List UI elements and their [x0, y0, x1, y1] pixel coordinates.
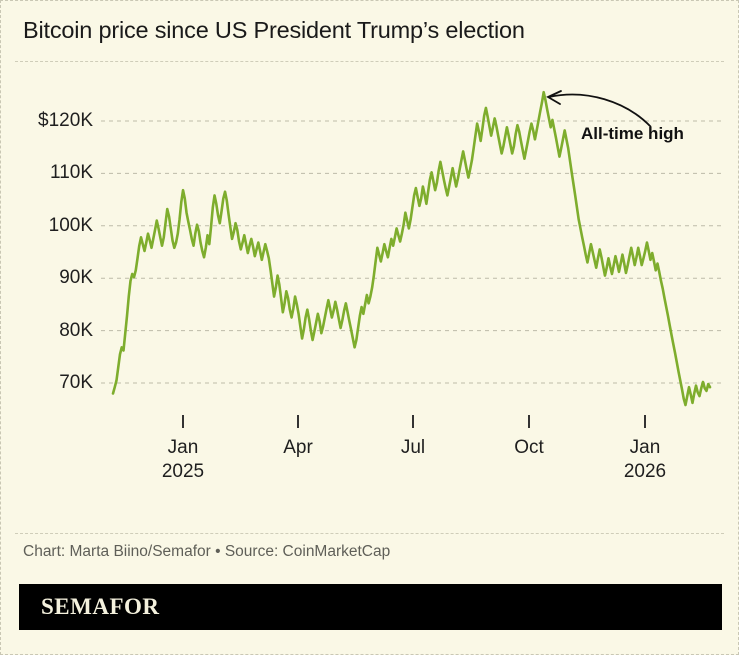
x-axis-tick-month: Jul: [400, 437, 426, 458]
x-axis-tick-year: 2025: [161, 460, 205, 482]
chart-credit: Chart: Marta Biino/Semafor • Source: Coi…: [23, 543, 391, 560]
y-axis-tick-label: 70K: [59, 372, 93, 393]
annotation-arrowhead-icon: [546, 90, 562, 105]
page-title: Bitcoin price since US President Trump’s…: [23, 17, 525, 43]
annotation-label: All-time high: [581, 124, 684, 143]
annotation-arrow-icon: [548, 93, 652, 128]
y-axis-tick-label: 80K: [59, 319, 93, 341]
y-axis-tick-label: 110K: [50, 162, 93, 184]
x-axis-tick-label: Jul: [401, 436, 425, 460]
y-axis-tick-label: 100K: [48, 214, 93, 236]
x-axis-tick-label: Jan 2025: [162, 436, 204, 484]
y-axis-tick-label: 90K: [59, 267, 93, 289]
x-axis-ticks: [182, 415, 646, 428]
bitcoin-price-line: [111, 90, 712, 407]
semafor-logo-text: SEMAFOR: [41, 594, 160, 619]
divider-top: [15, 61, 724, 62]
x-axis-tick-label: Oct: [514, 436, 544, 460]
x-axis-tick-label: Apr: [283, 436, 313, 460]
y-axis-tick-label: $120K: [38, 110, 93, 131]
semafor-logo-bar: SEMAFOR: [19, 584, 722, 630]
x-axis-tick-month: Apr: [283, 437, 313, 458]
x-axis-tick-month: Jan: [629, 437, 661, 458]
x-axis-tick-year: 2026: [623, 460, 667, 482]
x-axis-tick-month: Oct: [514, 437, 544, 458]
divider-bottom: [15, 533, 724, 534]
x-axis-tick-month: Jan: [167, 437, 199, 458]
x-axis-tick-label: Jan 2026: [624, 436, 666, 484]
